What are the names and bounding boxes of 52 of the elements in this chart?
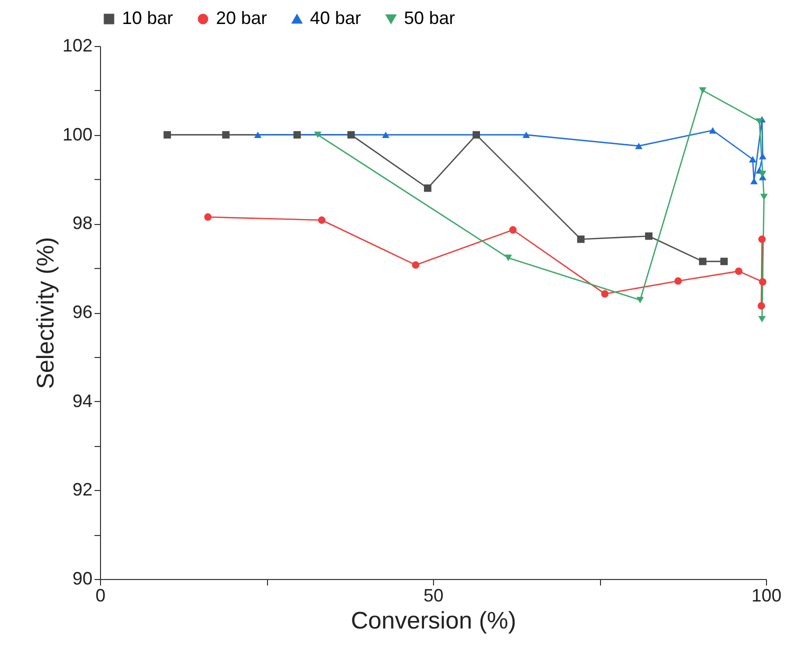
point — [758, 236, 766, 243]
point — [758, 170, 766, 178]
point — [734, 267, 742, 275]
point — [412, 261, 420, 269]
x-axis-title: Conversion (%) — [350, 608, 516, 634]
legend-label: 40 bar — [310, 8, 362, 28]
point — [424, 184, 432, 192]
point — [758, 152, 766, 160]
point — [758, 316, 766, 322]
y-tick-label: 100 — [62, 124, 92, 144]
y-tick-label: 92 — [72, 480, 92, 500]
point — [636, 296, 644, 304]
point — [699, 87, 706, 94]
y-axis-title: Selectivity (%) — [32, 236, 60, 390]
point — [504, 254, 512, 262]
y-tick-label: 102 — [62, 36, 92, 56]
point — [748, 156, 756, 162]
y-tick-label: 98 — [72, 213, 92, 234]
point — [254, 132, 262, 138]
point — [222, 131, 230, 139]
point — [758, 302, 766, 310]
x-tick-label: 50 — [423, 586, 444, 606]
point — [709, 127, 716, 134]
point — [674, 277, 682, 285]
point — [509, 226, 517, 234]
point — [314, 132, 322, 138]
point — [760, 194, 768, 200]
legend-label: 20 bar — [216, 8, 268, 28]
point — [472, 131, 480, 139]
point — [720, 258, 728, 266]
x-tick-label: 0 — [95, 586, 106, 606]
point — [699, 258, 706, 266]
point — [318, 216, 326, 224]
point — [601, 290, 609, 298]
point — [645, 232, 652, 240]
point — [293, 131, 301, 139]
point — [577, 236, 585, 243]
y-tick-label: 94 — [72, 390, 92, 411]
y-tick-label: 96 — [72, 302, 92, 322]
y-tick-label: 90 — [72, 568, 92, 588]
point — [347, 131, 355, 139]
point — [756, 118, 764, 125]
point — [758, 278, 766, 286]
point — [635, 142, 642, 150]
legend-label: 10 bar — [122, 8, 174, 28]
legend-label: 50 bar — [404, 8, 456, 28]
x-tick-label: 100 — [751, 586, 782, 606]
point — [164, 131, 171, 139]
point — [382, 132, 390, 138]
point — [750, 178, 758, 184]
point — [204, 213, 212, 221]
point — [522, 132, 530, 138]
